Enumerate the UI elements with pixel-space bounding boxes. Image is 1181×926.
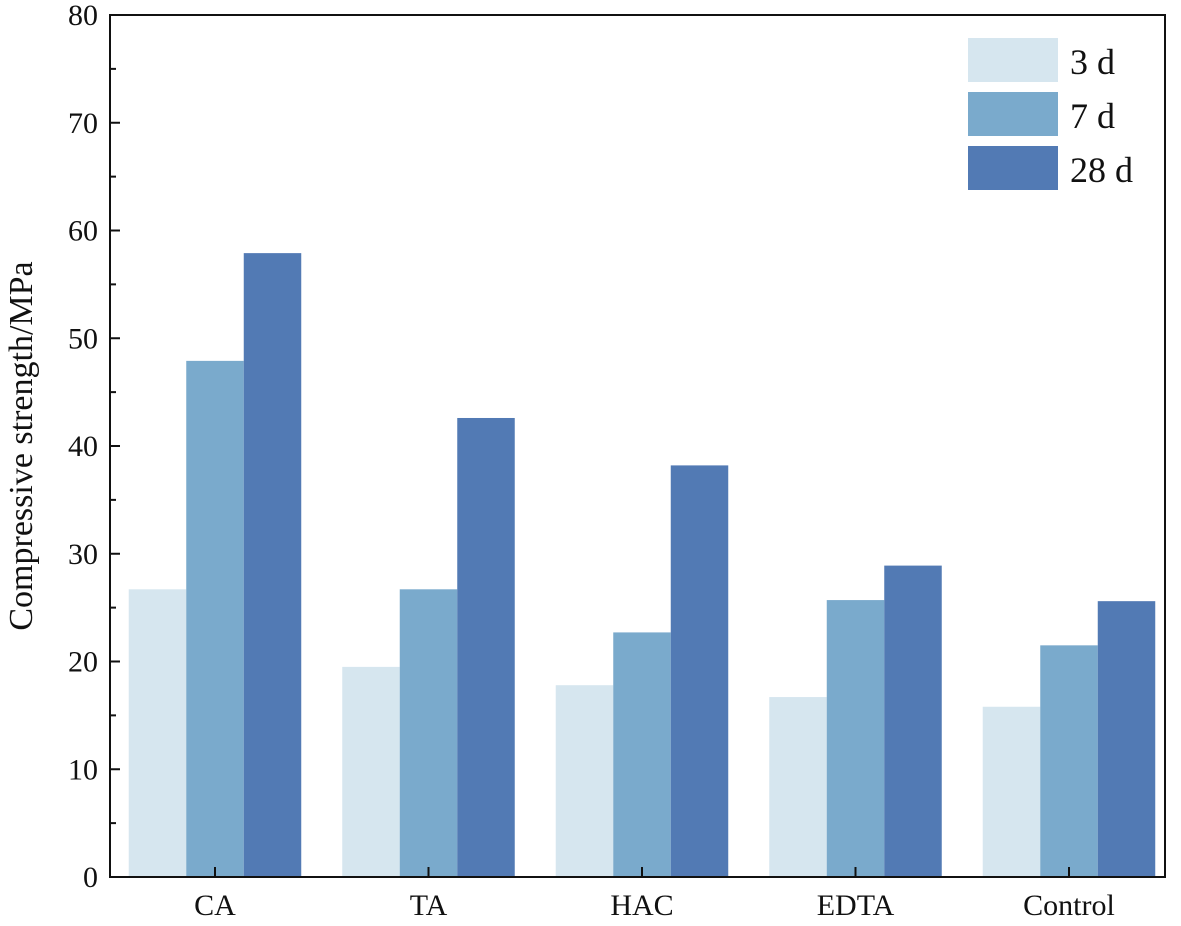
legend-label: 28 d <box>1070 150 1133 190</box>
y-tick-label: 60 <box>68 215 98 248</box>
y-tick-label: 80 <box>68 0 98 32</box>
bar-ca-7d <box>186 360 244 877</box>
legend-swatch-7d <box>968 92 1058 136</box>
x-tick-label: EDTA <box>817 889 895 922</box>
bar-ta-28d <box>457 417 515 877</box>
bar-control-3d <box>982 706 1041 877</box>
legend-swatch-3d <box>968 38 1058 82</box>
bar-ca-3d <box>128 589 187 877</box>
y-tick-label: 0 <box>83 861 98 894</box>
legend: 3 d 7 d 28 d <box>968 38 1133 190</box>
bar-edta-3d <box>769 697 827 877</box>
plot-frame <box>109 14 1166 878</box>
x-tick-label: TA <box>410 889 448 922</box>
y-tick-label: 10 <box>68 753 98 786</box>
x-tick-label: CA <box>194 889 236 922</box>
y-tick-label: 50 <box>68 322 98 355</box>
bar-hac-7d <box>613 632 671 877</box>
bar-control-28d <box>1097 601 1156 877</box>
x-tick-label: HAC <box>610 889 673 922</box>
bar-hac-28d <box>670 465 729 877</box>
y-tick-label: 20 <box>68 646 98 679</box>
x-tick-label: Control <box>1023 889 1115 922</box>
bar-edta-7d <box>826 600 885 877</box>
bar-hac-3d <box>555 685 614 877</box>
y-axis: 0 10 20 30 40 50 60 70 80 <box>68 0 120 894</box>
bar-ca-28d <box>243 253 302 877</box>
bar-control-7d <box>1040 645 1098 877</box>
y-tick-label: 40 <box>68 430 98 463</box>
bar-ta-3d <box>342 666 400 877</box>
bar-edta-28d <box>884 565 942 877</box>
y-axis-title: Compressive strength/MPa <box>3 261 40 630</box>
legend-label: 7 d <box>1070 96 1115 136</box>
bars-group <box>128 253 1156 877</box>
bar-ta-7d <box>399 589 458 877</box>
legend-swatch-28d <box>968 146 1058 190</box>
legend-label: 3 d <box>1070 42 1115 82</box>
x-axis: CA TA HAC EDTA Control <box>194 867 1115 922</box>
y-tick-label: 30 <box>68 538 98 571</box>
y-tick-label: 70 <box>68 107 98 140</box>
